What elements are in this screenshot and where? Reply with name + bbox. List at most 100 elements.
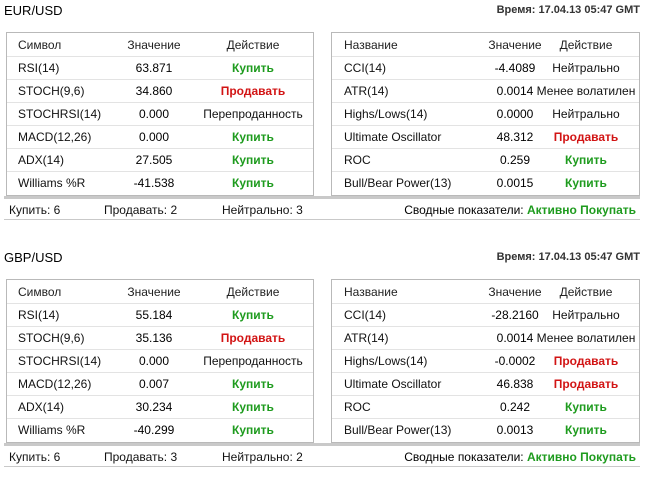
col-header-name: Название bbox=[344, 38, 398, 52]
indicator-value: 0.0000 bbox=[496, 107, 534, 121]
indicator-action: Купить bbox=[565, 176, 607, 190]
indicator-action: Нейтрально bbox=[552, 308, 620, 322]
indicator-name[interactable]: CCI(14) bbox=[344, 61, 387, 75]
indicators-table-left: Символ Значение Действие RSI(14) 63.871 Купит… bbox=[6, 32, 314, 196]
indicator-name[interactable]: Highs/Lows(14) bbox=[344, 107, 428, 121]
indicator-action: Продавать bbox=[220, 84, 286, 98]
table-row: STOCHRSI(14) 0.000 Перепроданность bbox=[7, 350, 313, 373]
indicator-name[interactable]: Highs/Lows(14) bbox=[344, 354, 428, 368]
indicator-name[interactable]: Bull/Bear Power(13) bbox=[344, 423, 452, 437]
indicator-name[interactable]: Ultimate Oscillator bbox=[344, 130, 442, 144]
indicator-action: Купить bbox=[232, 153, 274, 167]
indicator-action: Купить bbox=[232, 61, 274, 75]
indicator-action: Купить bbox=[565, 400, 607, 414]
indicator-action: Купить bbox=[565, 423, 607, 437]
summary-bar: Купить: 6 Продавать: 2 Нейтрально: 3 Сводны… bbox=[4, 196, 640, 220]
summary-verdict: Сводные показатели: Активно Покупать bbox=[404, 450, 636, 464]
verdict-value: Активно Покупать bbox=[526, 450, 636, 464]
indicator-name[interactable]: RSI(14) bbox=[18, 61, 60, 75]
table-row: CCI(14) -28.2160 Нейтрально bbox=[332, 304, 639, 327]
col-header-name: Название bbox=[344, 285, 398, 299]
indicator-action: Нейтрально bbox=[552, 107, 620, 121]
table-row: ROC 0.242 Купить bbox=[332, 396, 639, 419]
table-row: STOCH(9,6) 35.136 Продавать bbox=[7, 327, 313, 350]
table-row: ATR(14) 0.0014 Менее волатилен bbox=[332, 327, 639, 350]
summary-buy-count: Купить: 6 bbox=[9, 203, 61, 217]
indicator-value: 27.505 bbox=[135, 153, 173, 167]
table-row: RSI(14) 63.871 Купить bbox=[7, 57, 313, 80]
indicator-action: Перепроданность bbox=[203, 107, 303, 121]
table-row: ATR(14) 0.0014 Менее волатилен bbox=[332, 80, 639, 103]
indicator-value: 63.871 bbox=[135, 61, 173, 75]
indicator-name[interactable]: ATR(14) bbox=[344, 84, 389, 98]
indicator-name[interactable]: MACD(12,26) bbox=[18, 377, 92, 391]
table-header-row: Символ Значение Действие bbox=[7, 280, 313, 304]
indicator-name[interactable]: RSI(14) bbox=[18, 308, 60, 322]
col-header-name: Символ bbox=[18, 285, 62, 299]
indicator-section: EUR/USD Время: 17.04.13 05:47 GMT Символ Зн… bbox=[0, 0, 646, 232]
indicator-action: Менее волатилен bbox=[536, 84, 636, 98]
indicator-name[interactable]: ADX(14) bbox=[18, 153, 65, 167]
table-row: MACD(12,26) 0.000 Купить bbox=[7, 126, 313, 149]
indicator-value: 0.0014 bbox=[496, 84, 534, 98]
indicator-name[interactable]: Williams %R bbox=[18, 423, 86, 437]
indicator-value: 0.0015 bbox=[496, 176, 534, 190]
col-header-name: Символ bbox=[18, 38, 62, 52]
table-row: Williams %R -41.538 Купить bbox=[7, 172, 313, 195]
summary-label: Сводные показатели: bbox=[404, 450, 524, 464]
indicator-action: Продавать bbox=[553, 130, 619, 144]
indicator-action: Купить bbox=[232, 423, 274, 437]
table-row: MACD(12,26) 0.007 Купить bbox=[7, 373, 313, 396]
col-header-action: Действие bbox=[226, 285, 280, 299]
table-header-row: Символ Значение Действие bbox=[7, 33, 313, 57]
section-header: GBP/USD Время: 17.04.13 05:47 GMT bbox=[0, 247, 646, 269]
indicator-name[interactable]: Ultimate Oscillator bbox=[344, 377, 442, 391]
summary-sell-count: Продавать: 2 bbox=[104, 203, 178, 217]
indicators-table-right: Название Значение Действие CCI(14) -4.4089 Не… bbox=[331, 32, 640, 196]
col-header-value: Значение bbox=[127, 285, 181, 299]
indicator-value: 55.184 bbox=[135, 308, 173, 322]
col-header-action: Действие bbox=[226, 38, 280, 52]
indicator-name[interactable]: CCI(14) bbox=[344, 308, 387, 322]
indicator-value: -28.2160 bbox=[491, 308, 539, 322]
indicator-name[interactable]: STOCHRSI(14) bbox=[18, 107, 102, 121]
indicator-action: Купить bbox=[232, 176, 274, 190]
table-row: Highs/Lows(14) 0.0000 Нейтрально bbox=[332, 103, 639, 126]
table-row: STOCH(9,6) 34.860 Продавать bbox=[7, 80, 313, 103]
indicator-action: Менее волатилен bbox=[536, 331, 636, 345]
table-row: Highs/Lows(14) -0.0002 Продавать bbox=[332, 350, 639, 373]
time-prefix: Время: bbox=[496, 251, 536, 263]
update-time: Время: 17.04.13 05:47 GMT bbox=[497, 251, 640, 263]
summary-buy-count: Купить: 6 bbox=[9, 450, 61, 464]
table-row: Ultimate Oscillator 48.312 Продавать bbox=[332, 126, 639, 149]
indicator-name[interactable]: ATR(14) bbox=[344, 331, 389, 345]
indicator-value: 0.007 bbox=[138, 377, 170, 391]
indicator-name[interactable]: ADX(14) bbox=[18, 400, 65, 414]
indicator-name[interactable]: STOCH(9,6) bbox=[18, 331, 85, 345]
indicator-value: -41.538 bbox=[133, 176, 175, 190]
table-header-row: Название Значение Действие bbox=[332, 33, 639, 57]
indicator-name[interactable]: ROC bbox=[344, 400, 371, 414]
time-prefix: Время: bbox=[496, 4, 536, 16]
indicator-value: -4.4089 bbox=[494, 61, 536, 75]
currency-pair-title[interactable]: GBP/USD bbox=[4, 250, 63, 265]
indicator-name[interactable]: Williams %R bbox=[18, 176, 86, 190]
summary-neutral-count: Нейтрально: 2 bbox=[222, 450, 303, 464]
summary-verdict: Сводные показатели: Активно Покупать bbox=[404, 203, 636, 217]
summary-sell-count: Продавать: 3 bbox=[104, 450, 178, 464]
indicator-action: Нейтрально bbox=[552, 61, 620, 75]
table-row: Ultimate Oscillator 46.838 Продавать bbox=[332, 373, 639, 396]
indicator-name[interactable]: STOCHRSI(14) bbox=[18, 354, 102, 368]
table-header-row: Название Значение Действие bbox=[332, 280, 639, 304]
currency-pair-title[interactable]: EUR/USD bbox=[4, 3, 63, 18]
indicator-value: -0.0002 bbox=[494, 354, 536, 368]
indicator-name[interactable]: Bull/Bear Power(13) bbox=[344, 176, 452, 190]
indicator-name[interactable]: MACD(12,26) bbox=[18, 130, 92, 144]
table-row: ROC 0.259 Купить bbox=[332, 149, 639, 172]
indicator-action: Купить bbox=[232, 308, 274, 322]
indicator-value: 0.0013 bbox=[496, 423, 534, 437]
time-value: 17.04.13 05:47 GMT bbox=[538, 251, 640, 263]
indicator-name[interactable]: STOCH(9,6) bbox=[18, 84, 85, 98]
indicator-name[interactable]: ROC bbox=[344, 153, 371, 167]
indicator-value: 46.838 bbox=[496, 377, 534, 391]
